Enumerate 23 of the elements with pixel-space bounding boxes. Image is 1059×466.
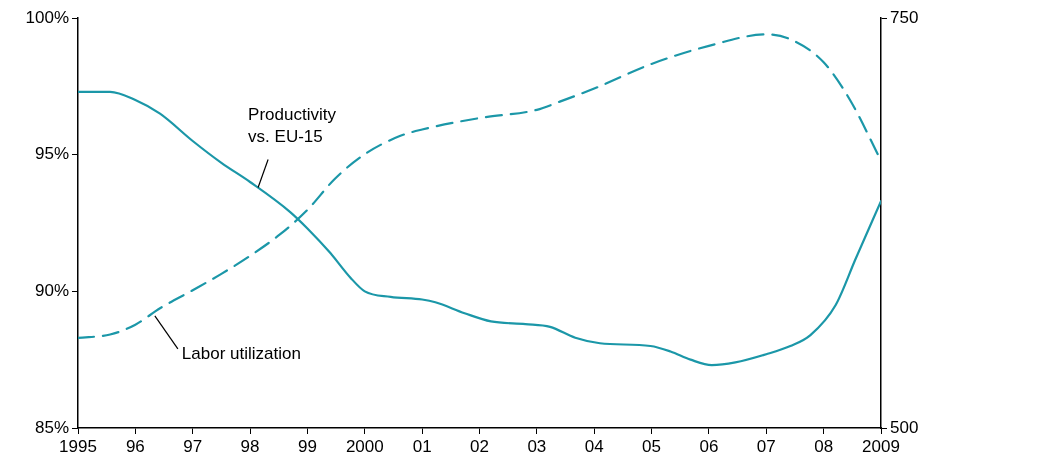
x-tick-label: 97 (183, 436, 203, 456)
x-tick-label: 04 (584, 436, 604, 456)
x-tick-label: 08 (814, 436, 834, 456)
x-tick-label: 99 (297, 436, 317, 456)
x-tick-label: 1995 (59, 436, 97, 456)
y2-tick-label: 750 (890, 7, 919, 27)
y2-tick-label: 500 (890, 417, 919, 437)
x-tick-label: 98 (240, 436, 260, 456)
x-tick-label: 96 (125, 436, 145, 456)
x-tick-label: 05 (642, 436, 662, 456)
x-tick-label: 06 (699, 436, 719, 456)
annotation: Labor utilization (181, 343, 301, 363)
y-tick-label: 85% (34, 417, 69, 437)
y-tick-label: 95% (34, 144, 69, 164)
x-tick-label: 03 (527, 436, 547, 456)
x-tick-label: 01 (412, 436, 432, 456)
x-tick-label: 2009 (862, 436, 900, 456)
annotation: Productivity vs. EU-15 (248, 105, 337, 147)
y-tick-label: 90% (34, 281, 69, 301)
y-tick-label: 100% (25, 7, 69, 27)
x-tick-label: 02 (470, 436, 489, 456)
x-tick-label: 07 (756, 436, 776, 456)
x-tick-label: 2000 (345, 436, 384, 456)
